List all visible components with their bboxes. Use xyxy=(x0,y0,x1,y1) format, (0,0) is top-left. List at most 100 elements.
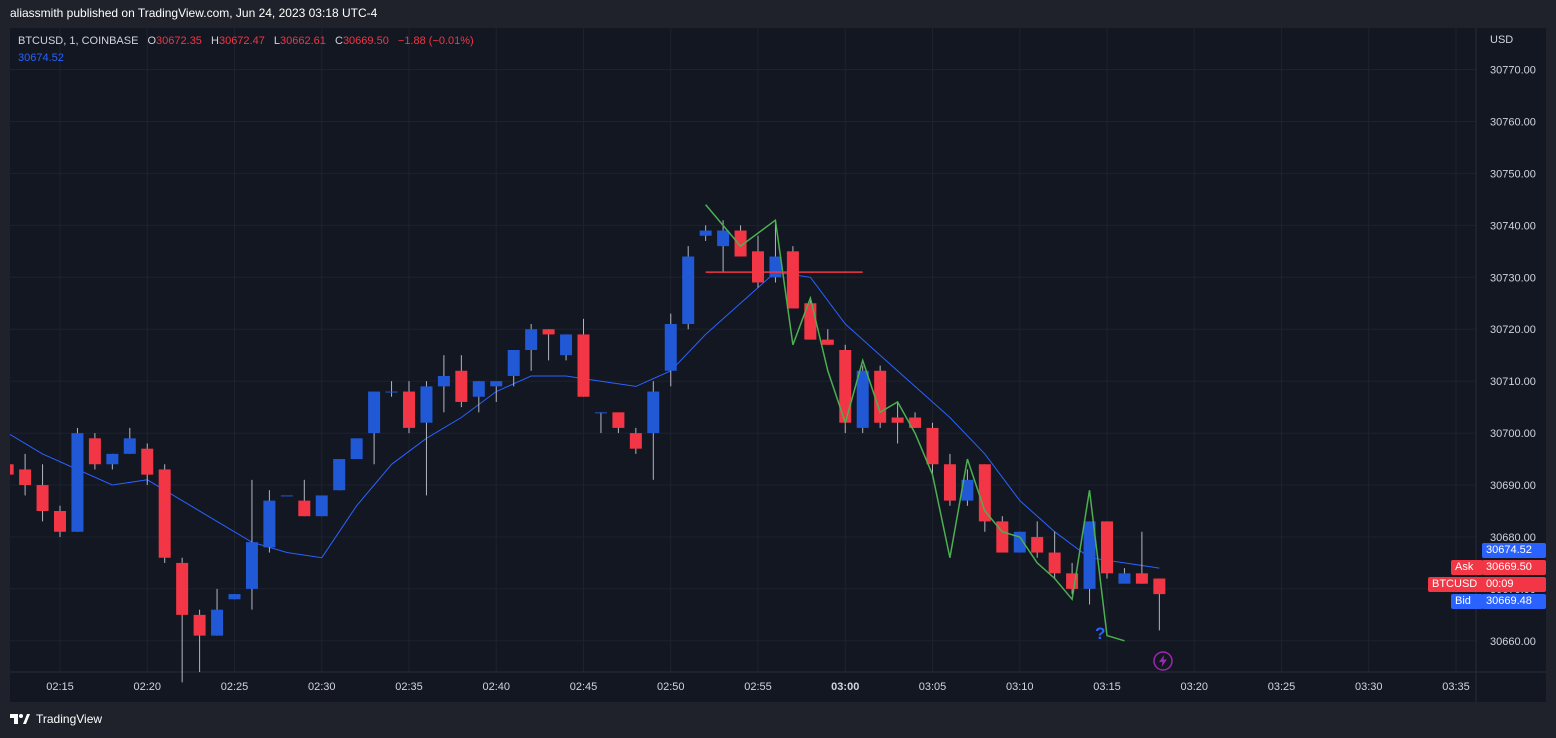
y-tick-label: 30720.00 xyxy=(1490,324,1536,336)
publish-header: aliassmith published on TradingView.com,… xyxy=(10,6,378,20)
candle-body xyxy=(1101,521,1113,574)
candle-body xyxy=(542,329,555,335)
candle xyxy=(525,324,538,371)
symbol-legend[interactable]: BTCUSD, 1, COINBASE O30672.35 H30672.47 … xyxy=(18,35,474,47)
candles-layer xyxy=(10,220,1166,683)
candle-body xyxy=(1031,536,1044,553)
candle xyxy=(141,443,154,486)
candle xyxy=(106,453,119,470)
grid xyxy=(10,28,1476,672)
lightning-icon[interactable] xyxy=(1153,651,1173,671)
candle-body xyxy=(88,438,101,465)
candle-body xyxy=(315,495,328,517)
candle xyxy=(734,225,747,257)
candle-body xyxy=(629,433,642,449)
candle xyxy=(158,464,171,563)
candle xyxy=(560,334,573,361)
candle-body xyxy=(54,511,66,532)
y-tick-label: 30730.00 xyxy=(1490,272,1536,284)
y-tick-label: 30770.00 xyxy=(1490,65,1536,77)
price-chart[interactable]: 30660.0030670.0030680.0030690.0030700.00… xyxy=(10,28,1546,702)
x-tick-label: 03:15 xyxy=(1093,681,1121,693)
candle xyxy=(280,495,293,497)
candle xyxy=(752,235,764,288)
candle-body xyxy=(769,256,782,278)
x-tick-label: 02:50 xyxy=(657,681,685,693)
symbol-name: BTCUSD, 1, COINBASE xyxy=(18,35,139,47)
candle xyxy=(926,422,939,475)
candle xyxy=(1135,531,1148,584)
candle xyxy=(123,427,136,454)
candle xyxy=(612,412,625,434)
candle-body xyxy=(19,469,32,486)
y-tick-label: 30680.00 xyxy=(1490,532,1536,544)
x-tick-label: 02:30 xyxy=(308,681,336,693)
x-tick-label: 02:35 xyxy=(395,681,423,693)
candle-body xyxy=(926,427,939,465)
candle-body xyxy=(699,230,712,236)
x-tick-label: 02:45 xyxy=(570,681,598,693)
candle-body xyxy=(1048,552,1061,574)
question-annotation[interactable]: ? xyxy=(1095,624,1106,643)
symbol-price-tag: BTCUSD xyxy=(1428,577,1484,592)
close-value: 30669.50 xyxy=(342,35,389,47)
ma-legend-value[interactable]: 30674.52 xyxy=(18,52,64,64)
x-tick-label: 02:40 xyxy=(482,681,510,693)
candle xyxy=(507,350,520,387)
candle xyxy=(228,594,241,600)
candle xyxy=(19,453,32,496)
candle-body xyxy=(437,375,450,387)
candle xyxy=(821,329,834,345)
countdown-tag: 00:09 xyxy=(1482,577,1546,592)
moving-average-line xyxy=(10,271,1160,569)
y-tick-label: 30690.00 xyxy=(1490,480,1536,492)
x-tick-label: 03:20 xyxy=(1180,681,1208,693)
candle xyxy=(455,355,468,408)
candle-body xyxy=(978,464,991,522)
candle xyxy=(1048,531,1061,579)
candle-body xyxy=(228,594,241,600)
candle-body xyxy=(682,256,695,325)
candle-body xyxy=(455,370,468,402)
ma-price-tag: 30674.52 xyxy=(1482,543,1546,558)
candle-body xyxy=(839,350,852,423)
candle xyxy=(996,516,1009,553)
currency-label[interactable]: USD xyxy=(1490,34,1514,46)
candle-body xyxy=(176,562,189,615)
y-tick-label: 30700.00 xyxy=(1490,428,1536,440)
candle-body xyxy=(891,417,904,423)
footer: TradingView xyxy=(10,712,102,726)
candle-body xyxy=(280,495,293,497)
open-value: 30672.35 xyxy=(156,35,202,47)
candle-body xyxy=(1083,521,1096,589)
x-tick-label: 02:55 xyxy=(744,681,772,693)
bid-price-tag: 30669.48 xyxy=(1482,594,1546,609)
candle-body xyxy=(594,412,607,414)
candle-body xyxy=(856,370,869,428)
candle xyxy=(1066,562,1079,595)
candle xyxy=(385,381,398,397)
zigzag-layer xyxy=(705,204,1125,642)
candle xyxy=(36,464,49,522)
candle-body xyxy=(961,479,974,501)
candle xyxy=(909,412,922,428)
candle xyxy=(245,479,258,610)
candle xyxy=(856,365,869,434)
low-value: 30662.61 xyxy=(280,35,326,47)
candle xyxy=(437,355,450,413)
candle-body xyxy=(612,412,625,428)
candle-body xyxy=(36,485,49,511)
candle xyxy=(368,391,381,465)
candle-body xyxy=(385,391,398,393)
y-tick-label: 30710.00 xyxy=(1490,376,1536,388)
candle-body xyxy=(909,417,922,428)
y-tick-label: 30760.00 xyxy=(1490,116,1536,128)
candle xyxy=(542,329,555,361)
candle xyxy=(263,490,276,553)
candle-body xyxy=(106,453,119,465)
candle xyxy=(1101,521,1113,579)
candle xyxy=(961,469,974,506)
candle xyxy=(839,344,852,434)
chart-frame[interactable]: 30660.0030670.0030680.0030690.0030700.00… xyxy=(10,28,1546,702)
candle-body xyxy=(10,464,14,475)
